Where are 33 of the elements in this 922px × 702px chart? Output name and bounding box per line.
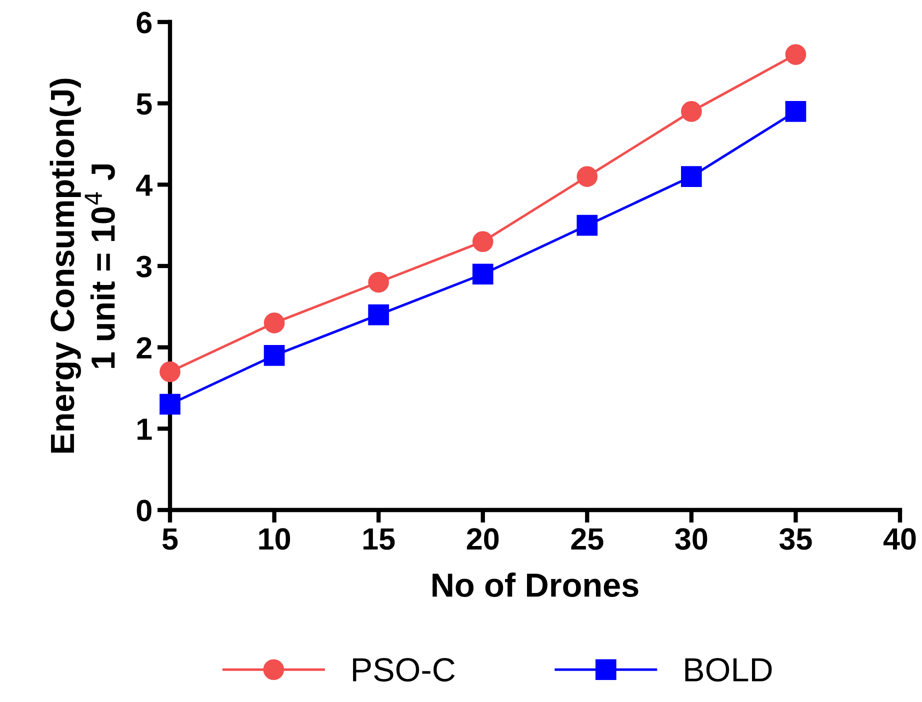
x-tick-label: 40 — [883, 528, 916, 550]
x-tick-label: 10 — [259, 528, 290, 550]
x-tick-label: 15 — [364, 528, 395, 550]
point — [576, 166, 598, 187]
point — [368, 272, 389, 293]
legend-label: BOLD — [685, 658, 772, 682]
y-axis-title: Energy Consumption(J) 1 unit = 10$^{4}$ J — [50, 78, 115, 453]
point — [160, 394, 180, 415]
point — [576, 214, 598, 236]
y-tick-label: 2 — [136, 337, 152, 358]
y-tick-label: 1 — [138, 418, 152, 440]
y-tick-label: 0 — [136, 500, 152, 522]
point — [264, 345, 285, 366]
point — [472, 264, 494, 285]
x-tick-label: 25 — [571, 528, 604, 550]
point — [785, 101, 806, 122]
y-tick-label: 3 — [136, 256, 152, 278]
point — [264, 312, 285, 334]
x-axis-title: No of Drones — [432, 572, 638, 597]
x-tick-label: 5 — [162, 528, 178, 550]
y-tick-label: 6 — [136, 12, 152, 34]
point — [368, 304, 389, 326]
x-tick-label: 30 — [675, 528, 708, 550]
point — [160, 361, 180, 382]
x-tick-label: 35 — [779, 528, 812, 550]
point — [681, 166, 702, 187]
point — [785, 44, 806, 65]
point — [681, 101, 702, 122]
legend-label: PSO-C — [353, 658, 455, 682]
point — [472, 231, 494, 252]
x-tick-label: 20 — [466, 528, 499, 550]
y-tick-label: 4 — [136, 174, 152, 196]
y-tick-label: 5 — [136, 93, 152, 115]
